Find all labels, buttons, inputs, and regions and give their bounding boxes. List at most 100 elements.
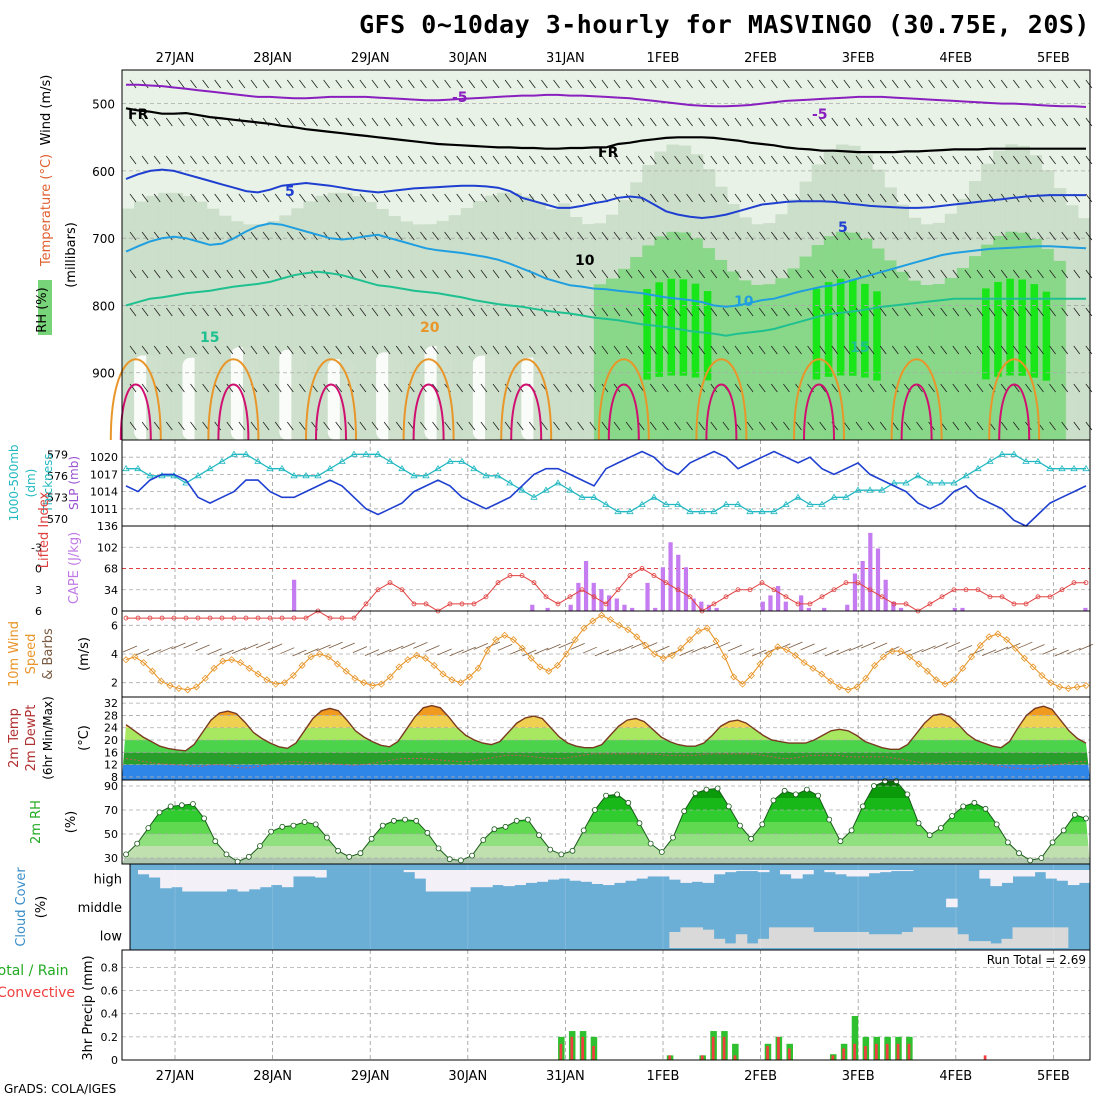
upper-wind-barb xyxy=(286,421,294,431)
rh-marker xyxy=(670,834,676,841)
upper-wind-barb xyxy=(359,345,367,355)
upper-wind-barb xyxy=(565,421,572,431)
lifted-index-marker xyxy=(951,587,957,593)
upper-wind-barb xyxy=(976,117,984,127)
upper-wind-barb xyxy=(420,231,427,241)
upper-wind-barb xyxy=(891,269,899,279)
upper-wind-barb xyxy=(407,193,415,203)
upper-wind-barb xyxy=(819,155,827,165)
wind-speed-marker xyxy=(280,679,289,687)
bottom-date-label: 27JAN xyxy=(156,1069,195,1084)
upper-wind-barb xyxy=(686,193,693,203)
thickness-marker xyxy=(194,472,202,479)
wind-speed-marker xyxy=(448,676,456,684)
upper-wind-barb xyxy=(323,307,330,317)
wind-barb xyxy=(461,646,476,654)
temp-tick-label: 16 xyxy=(104,746,118,759)
upper-wind-barb xyxy=(238,193,246,203)
rh-marker xyxy=(268,828,275,835)
rh-marker xyxy=(301,819,308,825)
upper-wind-barb xyxy=(988,269,996,279)
cape-bar xyxy=(576,582,581,611)
upper-wind-barb xyxy=(589,117,597,127)
thickness-marker xyxy=(266,464,274,472)
upper-wind-barb xyxy=(843,79,851,89)
upper-wind-barb xyxy=(940,383,948,393)
wind-speed-marker xyxy=(316,650,324,658)
rh-moist-band xyxy=(739,280,752,440)
upper-wind-barb xyxy=(468,231,476,241)
upper-wind-barb xyxy=(867,117,875,127)
wind-speed-marker xyxy=(624,626,632,634)
upper-wind-barb xyxy=(1073,117,1081,127)
upper-wind-barb xyxy=(492,421,500,431)
low-cloud-bar xyxy=(813,931,825,948)
slp-line xyxy=(125,450,1087,527)
upper-wind-barb xyxy=(202,231,209,241)
rh-band xyxy=(339,192,353,440)
upper-wind-barb xyxy=(577,231,585,241)
upper-wind-barb xyxy=(214,193,222,203)
rh-marker xyxy=(591,807,598,813)
thickness-marker xyxy=(1070,464,1078,472)
upper-wind-barb xyxy=(746,79,754,89)
high-cloud-bar xyxy=(281,870,294,888)
wind-speed-marker xyxy=(571,636,579,644)
upper-wind-barb xyxy=(444,345,451,355)
upper-wind-barb xyxy=(480,307,488,317)
upper-wind-barb xyxy=(323,117,330,127)
cloud-level-label: high xyxy=(94,872,122,887)
upper-wind-barb xyxy=(625,155,633,165)
upper-wind-barb xyxy=(565,79,572,89)
thickness-marker xyxy=(290,472,298,479)
thickness-marker xyxy=(482,472,490,479)
wind-barb xyxy=(739,648,755,656)
upper-wind-barb xyxy=(178,421,185,431)
upper-wind-barb xyxy=(504,155,512,165)
rh-marker xyxy=(647,840,654,847)
upper-wind-barb xyxy=(311,345,318,355)
upper-wind-barb xyxy=(831,193,839,203)
upper-wind-barb xyxy=(807,231,814,241)
wind-barb xyxy=(497,644,513,651)
high-cloud-bar xyxy=(636,870,648,879)
rh-marker xyxy=(1049,839,1056,846)
upper-wind-barb xyxy=(988,231,996,241)
upper-wind-barb xyxy=(722,117,730,127)
upper-wind-barb xyxy=(432,307,439,317)
upper-wind-barb xyxy=(141,79,149,89)
upper-wind-barb xyxy=(480,155,488,165)
upper-wind-barb xyxy=(964,117,972,127)
upper-wind-barb xyxy=(480,383,488,393)
lifted-index-marker xyxy=(411,601,417,607)
isotherm-20 xyxy=(109,358,162,441)
upper-wind-barb xyxy=(686,79,693,89)
upper-wind-barb xyxy=(867,79,875,89)
upper-wind-barb xyxy=(722,345,730,355)
upper-wind-barb xyxy=(758,307,766,317)
upper-wind-barb xyxy=(867,383,875,393)
cape-bar xyxy=(599,589,604,611)
rh-marker xyxy=(1004,839,1011,846)
contour-label: FR xyxy=(128,107,149,123)
rh-moist-band xyxy=(969,256,982,440)
upper-wind-barb xyxy=(153,269,161,279)
upper-wind-barb xyxy=(964,421,972,431)
thickness-marker xyxy=(554,479,562,486)
upper-wind-barb xyxy=(795,421,802,431)
wind-speed-marker xyxy=(765,650,773,658)
upper-wind-barb xyxy=(710,345,718,355)
high-cloud-bar xyxy=(182,870,194,892)
thickness-marker xyxy=(302,472,310,479)
rh-band xyxy=(170,192,183,440)
upper-wind-barb xyxy=(1000,231,1008,241)
upper-wind-barb xyxy=(710,193,718,203)
rh-marker xyxy=(1060,827,1067,834)
upper-wind-barb xyxy=(190,269,197,279)
upper-wind-barb xyxy=(190,345,197,355)
high-cloud-bar xyxy=(735,870,748,872)
thickness-marker xyxy=(278,464,286,472)
lifted-index-marker xyxy=(483,594,489,600)
upper-wind-barb xyxy=(758,345,766,355)
wind-barb xyxy=(1078,643,1094,651)
